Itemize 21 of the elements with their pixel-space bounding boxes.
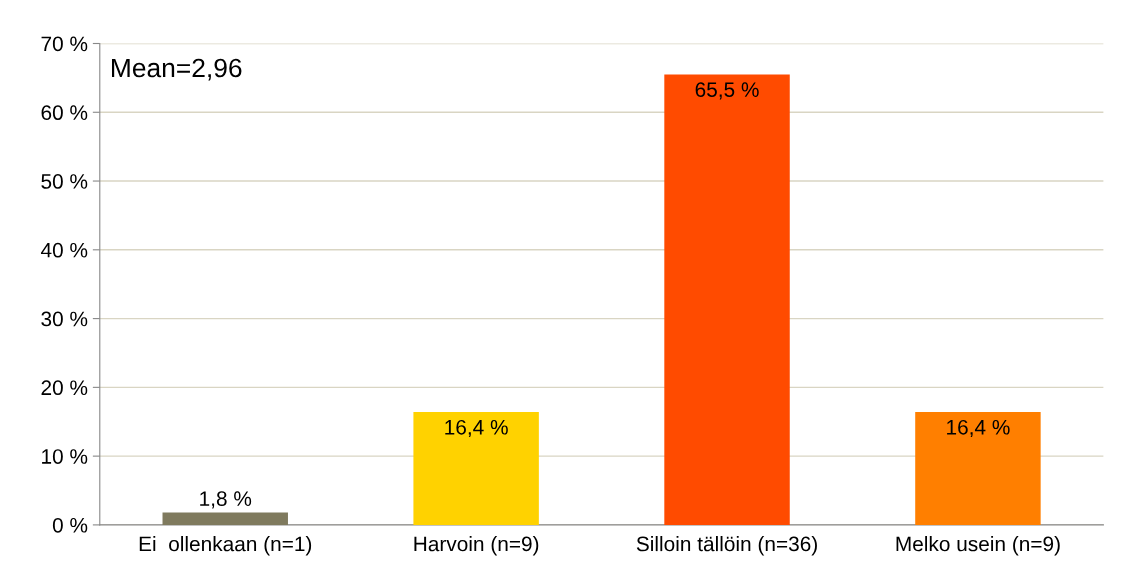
y-tick-label: 60 % [41,105,88,121]
bar [915,412,1041,525]
y-tick-label: 40 % [40,242,88,258]
bar [413,412,539,525]
y-tick-label: 20 % [41,380,88,396]
data-label: 1,8 % [200,491,252,509]
bar [162,512,288,525]
data-label: 65,5 % [695,82,759,100]
annotation: Mean=2,96 [111,58,242,81]
x-tick-label: Melko usein (n=9) [896,536,1060,556]
data-label: 16,4 % [947,419,1010,438]
x-tick-label: Harvoin (n=9) [414,536,539,556]
y-tick-label: 50 % [41,174,88,189]
bar [664,74,790,525]
y-tick-label: 30 % [41,311,88,327]
x-tick-label: Ei ollenkaan (n=1) [139,536,312,556]
data-label: 16,4 % [445,419,508,438]
y-tick-label: 10 % [42,449,88,464]
y-tick-label: 0 % [52,517,88,533]
y-tick-label: 70 % [41,36,88,52]
x-tick-label: Silloin tällöin (n=36) [636,536,817,556]
